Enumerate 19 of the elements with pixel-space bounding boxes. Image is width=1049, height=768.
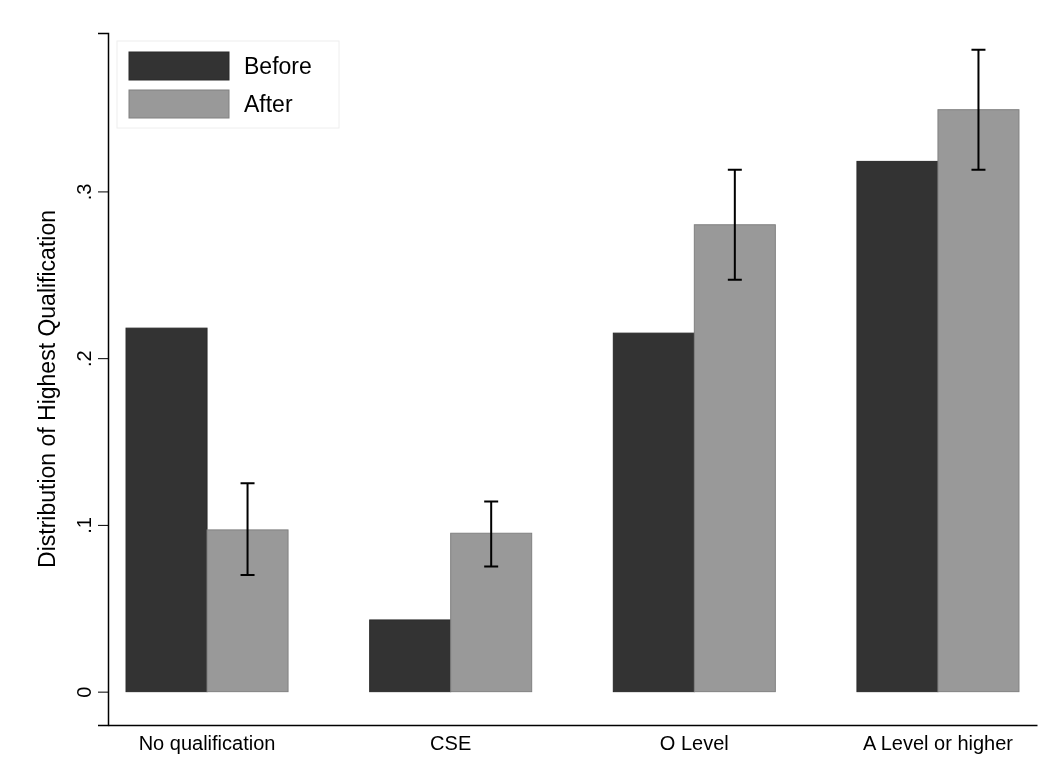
- y-tick-label: 0: [73, 686, 95, 698]
- x-tick-label: A Level or higher: [862, 732, 1014, 754]
- y-tick-label: .2: [73, 350, 95, 367]
- legend-label: After: [244, 91, 293, 118]
- bar: [937, 109, 1020, 693]
- bar: [125, 327, 208, 693]
- bar: [369, 619, 452, 693]
- bar: [612, 332, 695, 693]
- y-axis-title: Distribution of Highest Qualification: [34, 210, 60, 568]
- x-tick-label: O Level: [659, 732, 729, 754]
- bar: [206, 529, 289, 693]
- y-tick-label: .1: [73, 517, 95, 534]
- legend-label: Before: [244, 53, 312, 80]
- y-tick-label: .3: [73, 183, 95, 201]
- x-tick-label: CSE: [430, 732, 472, 754]
- bar: [693, 224, 776, 693]
- x-tick-label: No qualification: [138, 732, 276, 754]
- bar: [450, 532, 533, 693]
- bar: [856, 160, 939, 693]
